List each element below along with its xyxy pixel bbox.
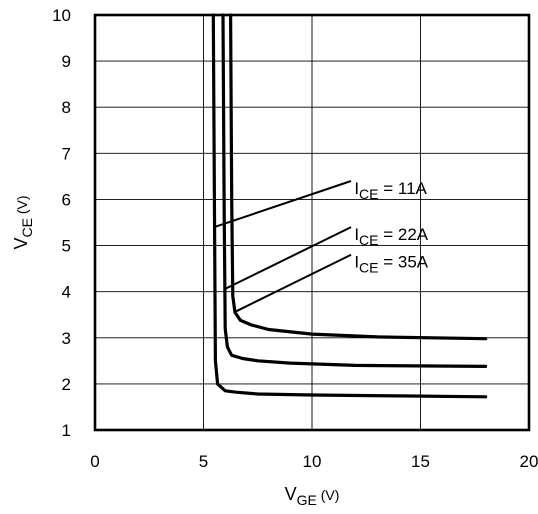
y-tick-label: 7: [62, 144, 71, 163]
series-annotation-1: ICE = 11A: [354, 179, 427, 202]
x-tick-label: 5: [199, 452, 208, 471]
series-annotation-2: ICE = 22A: [354, 225, 428, 248]
plot-frame: [93, 13, 531, 432]
y-tick-label: 9: [62, 52, 71, 71]
y-tick-label: 10: [52, 6, 71, 25]
series-curve-3: [229, 13, 488, 341]
y-tick-label: 2: [62, 375, 71, 394]
series-annotation-3: ICE = 35A: [354, 253, 428, 276]
annotation-leader-1: [214, 180, 352, 229]
y-tick-label: 6: [62, 190, 71, 209]
x-axis-title-unit: (V): [317, 487, 340, 503]
x-axis-title-main: V: [285, 484, 297, 504]
curves: [211, 13, 488, 399]
x-axis-title: VGE (V): [285, 484, 340, 508]
y-tick-labels: 1 2 3 4 5 6 7 8 9 10: [52, 6, 71, 440]
x-tick-label: 0: [90, 452, 99, 471]
y-axis-title-sub: CE: [19, 218, 35, 237]
x-tick-label: 10: [303, 452, 322, 471]
annotation-leader-2: [223, 226, 352, 291]
series-curve-1: [211, 13, 488, 399]
x-tick-label: 20: [520, 452, 538, 471]
x-tick-labels: 0 5 10 15 20: [90, 452, 538, 471]
grid-lines: [95, 15, 529, 430]
series-annotations: ICE = 11A ICE = 22A ICE = 35A: [354, 179, 428, 276]
y-tick-label: 4: [62, 283, 71, 302]
x-tick-label: 15: [411, 452, 430, 471]
y-tick-label: 3: [62, 329, 71, 348]
y-axis-title-main: V: [11, 238, 31, 250]
annotation-leader-3: [233, 253, 352, 314]
x-axis-title-sub: GE: [297, 492, 317, 508]
y-axis-title-unit: (V): [14, 195, 30, 218]
y-tick-label: 1: [62, 421, 71, 440]
y-tick-label: 5: [62, 237, 71, 256]
y-axis-title: VCE (V): [11, 195, 35, 249]
series-curve-2: [221, 13, 488, 368]
annotation-leaders: [214, 180, 352, 314]
y-tick-label: 8: [62, 98, 71, 117]
